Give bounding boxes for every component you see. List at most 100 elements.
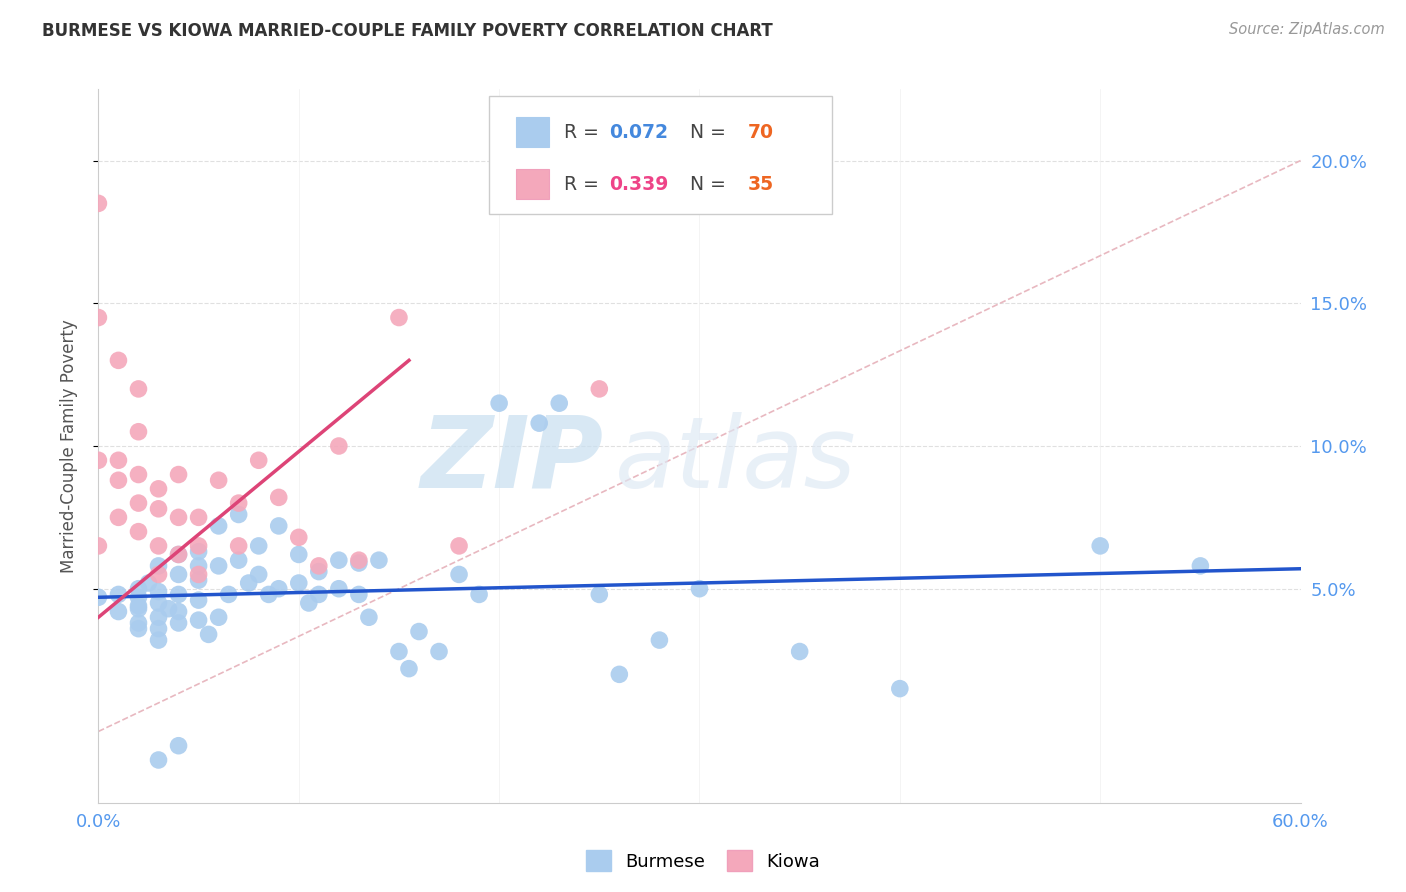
- Point: [427, 644, 450, 658]
- Point: [529, 416, 551, 430]
- Point: [447, 567, 470, 582]
- Point: [87, 591, 110, 605]
- FancyBboxPatch shape: [516, 118, 550, 147]
- Point: [347, 556, 370, 570]
- Point: [167, 605, 190, 619]
- Point: [107, 510, 129, 524]
- Point: [228, 496, 250, 510]
- Point: [388, 644, 411, 658]
- Point: [148, 596, 170, 610]
- Point: [398, 662, 420, 676]
- Point: [247, 567, 270, 582]
- Point: [308, 565, 330, 579]
- Point: [548, 396, 571, 410]
- Text: N =: N =: [678, 123, 731, 142]
- Point: [368, 553, 391, 567]
- Point: [468, 587, 491, 601]
- Point: [228, 553, 250, 567]
- Text: 35: 35: [748, 175, 773, 194]
- Text: N =: N =: [678, 175, 731, 194]
- Point: [128, 496, 150, 510]
- Point: [247, 453, 270, 467]
- Point: [218, 587, 240, 601]
- Point: [208, 473, 231, 487]
- Point: [208, 519, 231, 533]
- Point: [87, 196, 110, 211]
- Point: [208, 610, 231, 624]
- Text: atlas: atlas: [616, 412, 858, 508]
- Point: [267, 519, 290, 533]
- Point: [257, 587, 280, 601]
- Point: [128, 591, 150, 605]
- Point: [267, 491, 290, 505]
- Point: [609, 667, 631, 681]
- Point: [107, 605, 129, 619]
- Point: [588, 587, 610, 601]
- Text: 70: 70: [748, 123, 773, 142]
- Point: [128, 425, 150, 439]
- Point: [128, 601, 150, 615]
- Point: [889, 681, 911, 696]
- Point: [167, 587, 190, 601]
- Text: 0.072: 0.072: [609, 123, 668, 142]
- Point: [588, 382, 610, 396]
- Point: [128, 599, 150, 613]
- Text: R =: R =: [564, 175, 605, 194]
- Point: [128, 467, 150, 482]
- Point: [148, 610, 170, 624]
- Point: [267, 582, 290, 596]
- Point: [238, 576, 260, 591]
- Point: [128, 382, 150, 396]
- Text: 0.339: 0.339: [609, 175, 669, 194]
- Point: [148, 539, 170, 553]
- Point: [1189, 558, 1212, 573]
- Text: BURMESE VS KIOWA MARRIED-COUPLE FAMILY POVERTY CORRELATION CHART: BURMESE VS KIOWA MARRIED-COUPLE FAMILY P…: [42, 22, 773, 40]
- Point: [167, 567, 190, 582]
- Text: R =: R =: [564, 123, 605, 142]
- Point: [87, 453, 110, 467]
- Point: [167, 739, 190, 753]
- Text: ZIP: ZIP: [420, 412, 603, 508]
- Point: [308, 587, 330, 601]
- Point: [148, 501, 170, 516]
- Point: [288, 530, 311, 544]
- Point: [138, 576, 160, 591]
- Point: [1088, 539, 1111, 553]
- Point: [187, 613, 209, 627]
- Point: [187, 573, 209, 587]
- FancyBboxPatch shape: [489, 96, 832, 214]
- Point: [648, 633, 671, 648]
- Point: [187, 593, 209, 607]
- Point: [128, 622, 150, 636]
- Point: [328, 553, 350, 567]
- Point: [447, 539, 470, 553]
- Point: [197, 627, 219, 641]
- Point: [208, 558, 231, 573]
- Point: [347, 553, 370, 567]
- Point: [328, 582, 350, 596]
- Point: [388, 310, 411, 325]
- Point: [167, 548, 190, 562]
- Point: [167, 615, 190, 630]
- Point: [128, 615, 150, 630]
- Point: [148, 482, 170, 496]
- Point: [107, 473, 129, 487]
- Point: [107, 453, 129, 467]
- Point: [228, 539, 250, 553]
- Point: [148, 584, 170, 599]
- Point: [128, 582, 150, 596]
- Point: [408, 624, 430, 639]
- Point: [187, 558, 209, 573]
- Point: [107, 587, 129, 601]
- Point: [148, 622, 170, 636]
- Point: [347, 587, 370, 601]
- Point: [488, 396, 510, 410]
- Point: [107, 353, 129, 368]
- Point: [357, 610, 380, 624]
- Point: [228, 508, 250, 522]
- Point: [187, 544, 209, 558]
- Point: [148, 633, 170, 648]
- Point: [148, 558, 170, 573]
- Point: [689, 582, 711, 596]
- Text: Source: ZipAtlas.com: Source: ZipAtlas.com: [1229, 22, 1385, 37]
